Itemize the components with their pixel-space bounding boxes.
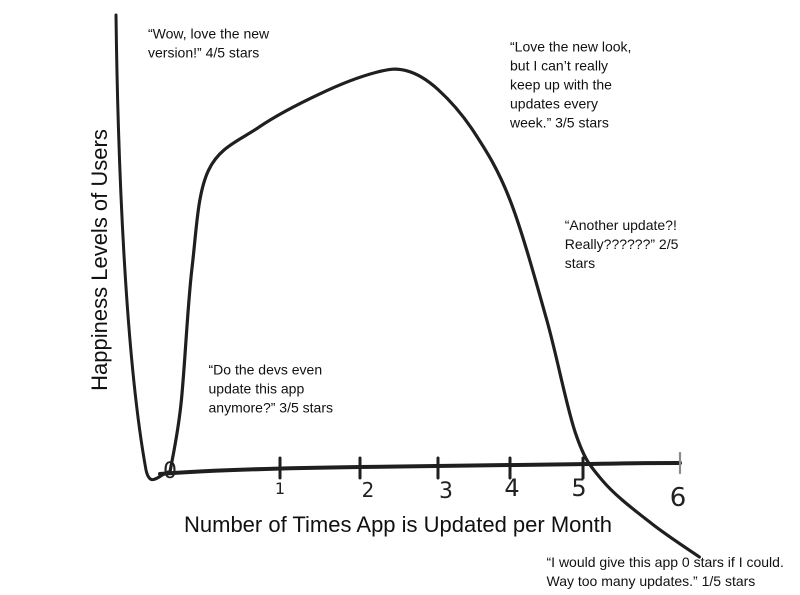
series-line xyxy=(168,67,701,559)
x-tick-label: 5 xyxy=(571,474,586,502)
x-tick-label: 2 xyxy=(362,478,375,502)
x-tick-labels: 01 2 3 4 5 6 xyxy=(163,459,686,513)
annotation-line: update this app xyxy=(209,380,305,396)
annotation-line: “Do the devs even xyxy=(209,361,323,377)
series-layer xyxy=(168,67,701,559)
annotation-line: “Another update?! xyxy=(565,217,677,233)
annotation: “Do the devs even update this app anymore?… xyxy=(209,361,334,415)
annotation-line: version!” 4/5 stars xyxy=(148,45,259,61)
annotation-line: week.” 3/5 stars xyxy=(509,114,609,130)
axes xyxy=(114,13,682,482)
x-tick-label: 4 xyxy=(504,474,519,502)
x-tick-label: 3 xyxy=(439,479,453,504)
x-axis-line xyxy=(158,461,682,476)
annotation-line: Really??????” 2/5 xyxy=(565,236,679,252)
annotation-line: “Love the new look, xyxy=(510,38,631,54)
x-tick-label: 1 xyxy=(275,479,285,498)
annotation: “Woah, the dev’sreally on top of hisstuf… xyxy=(372,0,464,3)
y-axis-line xyxy=(114,13,170,482)
annotation-line: stars xyxy=(565,255,595,271)
annotation-line: Way too many updates.” 1/5 stars xyxy=(547,573,756,589)
y-axis-title: Happiness Levels of Users xyxy=(87,129,112,391)
x-tick-label: 6 xyxy=(670,483,687,513)
annotation-line: “I would give this app 0 stars if I coul… xyxy=(547,554,784,570)
annotation-line: keep up with the xyxy=(510,76,612,92)
annotation-line: anymore?” 3/5 stars xyxy=(209,399,334,415)
annotation: “Love the new look, but I can’t really kee… xyxy=(509,38,631,130)
annotation: “Wow, love the new version!” 4/5 stars xyxy=(148,26,270,61)
annotation-layer: “Do the devs even update this app anymore?… xyxy=(148,0,784,589)
annotation-line: “Wow, love the new xyxy=(148,26,270,42)
annotation: “I would give this app 0 stars if I coul… xyxy=(547,554,784,589)
annotation-line: updates every xyxy=(510,95,598,111)
x-ticks xyxy=(278,451,682,480)
annotation-line: stuff.” 5/5 stars xyxy=(372,0,464,3)
annotation-line: but I can’t really xyxy=(510,57,608,73)
annotation: “Another update?! Really??????” 2/5 stars xyxy=(565,217,679,271)
x-axis-title: Number of Times App is Updated per Month xyxy=(184,512,612,537)
